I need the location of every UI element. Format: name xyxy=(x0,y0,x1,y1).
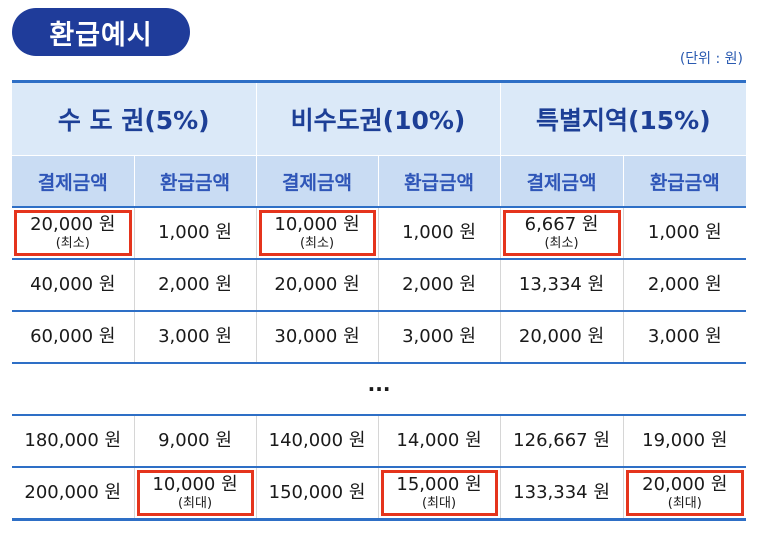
refund-amount-cell: 15,000 원 (최대) xyxy=(378,467,501,521)
payment-amount-cell: 20,000 원 xyxy=(500,311,624,364)
refund-amount-cell: 3,000 원 xyxy=(623,311,747,364)
amount-text: 3,000 원 xyxy=(158,326,232,347)
payment-amount-cell: 20,000 원 xyxy=(256,259,379,312)
payment-amount-cell: 180,000 원 xyxy=(12,415,135,468)
ellipsis-row: ··· xyxy=(12,363,747,416)
amount-text: 14,000 원 xyxy=(396,430,482,451)
amount-text: 15,000 원 xyxy=(396,474,482,495)
amount-text: 19,000 원 xyxy=(642,430,728,451)
amount-text: 20,000 원 xyxy=(274,274,360,295)
refund-amount-cell: 20,000 원 (최대) xyxy=(623,467,747,521)
amount-text: 30,000 원 xyxy=(274,326,360,347)
amount-text: 3,000 원 xyxy=(647,326,722,347)
amount-text: 140,000 원 xyxy=(268,430,366,451)
table-row: 40,000 원 2,000 원 20,000 원 2,000 원 13,334 원 2,… xyxy=(12,259,747,312)
table-row: 60,000 원 3,000 원 30,000 원 3,000 원 20,000 원 3,… xyxy=(12,311,747,364)
region-header-capital: 수 도 권(5%) xyxy=(12,81,257,156)
payment-amount-cell: 6,667 원 (최소) xyxy=(500,207,624,260)
amount-note: (최소) xyxy=(544,236,579,251)
payment-amount-cell: 150,000 원 xyxy=(256,467,379,521)
sub-header-payment: 결제금액 xyxy=(500,155,624,208)
amount-note: (최대) xyxy=(421,496,457,511)
amount-text: 1,000 원 xyxy=(402,222,476,243)
refund-table: 수 도 권(5%) 비수도권(10%) 특별지역(15%) 결제금액 환급금액 … xyxy=(12,80,747,521)
sub-header-payment: 결제금액 xyxy=(12,155,135,208)
refund-amount-cell: 1,000 원 xyxy=(134,207,257,260)
region-header-non-capital: 비수도권(10%) xyxy=(256,81,501,156)
payment-amount-cell: 200,000 원 xyxy=(12,467,135,521)
refund-amount-cell: 14,000 원 xyxy=(378,415,501,468)
amount-text: 20,000 원 xyxy=(642,474,728,495)
refund-amount-cell: 10,000 원 (최대) xyxy=(134,467,257,521)
amount-text: 13,334 원 xyxy=(518,274,605,295)
amount-text: 2,000 원 xyxy=(402,274,476,295)
table-row: 20,000 원 (최소) 1,000 원 10,000 원 (최소) 1,000 원 6,… xyxy=(12,207,747,260)
amount-text: 126,667 원 xyxy=(513,430,610,451)
payment-amount-cell: 10,000 원 (최소) xyxy=(256,207,379,260)
refund-amount-cell: 2,000 원 xyxy=(378,259,501,312)
sub-header-refund: 환급금액 xyxy=(378,155,501,208)
amount-text: 6,667 원 xyxy=(524,214,599,235)
refund-amount-cell: 9,000 원 xyxy=(134,415,257,468)
table-row: 180,000 원 9,000 원 140,000 원 14,000 원 126,667… xyxy=(12,415,747,468)
table-row: 200,000 원 10,000 원 (최대) 150,000 원 15,000 원 (최… xyxy=(12,467,747,521)
payment-amount-cell: 30,000 원 xyxy=(256,311,379,364)
region-header-special: 특별지역(15%) xyxy=(500,81,747,156)
refund-amount-cell: 2,000 원 xyxy=(134,259,257,312)
unit-note: (단위 : 원) xyxy=(679,51,743,67)
amount-text: 20,000 원 xyxy=(518,326,605,347)
sub-header-payment: 결제금액 xyxy=(256,155,379,208)
refund-amount-cell: 1,000 원 xyxy=(623,207,747,260)
table-body-bottom: 180,000 원 9,000 원 140,000 원 14,000 원 126,667… xyxy=(12,415,747,521)
refund-amount-cell: 2,000 원 xyxy=(623,259,747,312)
amount-note: (최소) xyxy=(55,236,90,251)
amount-text: 40,000 원 xyxy=(30,274,116,295)
payment-amount-cell: 40,000 원 xyxy=(12,259,135,312)
amount-text: 200,000 원 xyxy=(24,482,122,503)
page-title: 환급예시 xyxy=(12,8,190,56)
amount-text: 10,000 원 xyxy=(274,214,360,235)
amount-text: 3,000 원 xyxy=(402,326,476,347)
sub-header-refund: 환급금액 xyxy=(623,155,747,208)
amount-text: 20,000 원 xyxy=(30,214,116,235)
payment-amount-cell: 126,667 원 xyxy=(500,415,624,468)
amount-note: (최대) xyxy=(667,496,702,511)
refund-amount-cell: 3,000 원 xyxy=(134,311,257,364)
amount-text: 9,000 원 xyxy=(158,430,232,451)
sub-header-row: 결제금액 환급금액 결제금액 환급금액 결제금액 환급금액 xyxy=(12,155,747,208)
payment-amount-cell: 20,000 원 (최소) xyxy=(12,207,135,260)
table-body-top: 20,000 원 (최소) 1,000 원 10,000 원 (최소) 1,000 원 6,… xyxy=(12,207,747,364)
amount-note: (최대) xyxy=(177,496,213,511)
payment-amount-cell: 60,000 원 xyxy=(12,311,135,364)
amount-text: 60,000 원 xyxy=(30,326,116,347)
amount-text: 2,000 원 xyxy=(647,274,722,295)
amount-text: 1,000 원 xyxy=(647,222,722,243)
refund-amount-cell: 19,000 원 xyxy=(623,415,747,468)
amount-text: 1,000 원 xyxy=(158,222,232,243)
amount-text: 180,000 원 xyxy=(24,430,122,451)
refund-amount-cell: 1,000 원 xyxy=(378,207,501,260)
sub-header-refund: 환급금액 xyxy=(134,155,257,208)
amount-text: 10,000 원 xyxy=(152,474,238,495)
amount-text: 133,334 원 xyxy=(513,482,610,503)
payment-amount-cell: 140,000 원 xyxy=(256,415,379,468)
amount-note: (최소) xyxy=(299,236,335,251)
amount-text: 150,000 원 xyxy=(268,482,366,503)
amount-text: 2,000 원 xyxy=(158,274,232,295)
payment-amount-cell: 13,334 원 xyxy=(500,259,624,312)
payment-amount-cell: 133,334 원 xyxy=(500,467,624,521)
refund-amount-cell: 3,000 원 xyxy=(378,311,501,364)
ellipsis: ··· xyxy=(12,363,747,416)
